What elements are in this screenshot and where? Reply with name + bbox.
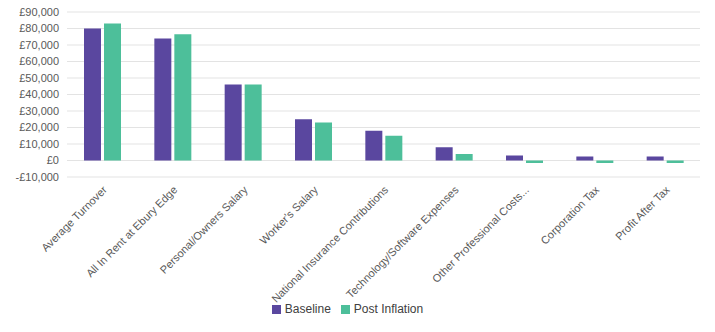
svg-text:Corporation Tax: Corporation Tax [538, 183, 602, 247]
svg-text:£10,000: £10,000 [19, 138, 59, 150]
svg-text:Technology/Software Expenses: Technology/Software Expenses [344, 183, 461, 300]
svg-text:All In Rent at Ebury Edge: All In Rent at Ebury Edge [83, 183, 180, 280]
svg-text:£50,000: £50,000 [19, 72, 59, 84]
svg-text:National Insurance Contributio: National Insurance Contributions [269, 183, 391, 305]
svg-text:-£10,000: -£10,000 [16, 171, 59, 183]
svg-text:£20,000: £20,000 [19, 121, 59, 133]
svg-text:£70,000: £70,000 [19, 39, 59, 51]
html-text:Post Inflation: Post Inflation [353, 302, 424, 316]
svg-text:£80,000: £80,000 [19, 22, 59, 34]
svg-text:£30,000: £30,000 [19, 105, 59, 117]
svg-text:£0: £0 [47, 154, 59, 166]
svg-text:Other Professional Costs...: Other Professional Costs... [430, 183, 531, 284]
svg-text:Profit After Tax: Profit After Tax [613, 183, 672, 242]
svg-text:Worker's Salary: Worker's Salary [257, 183, 320, 246]
html-text:Baseline: Baseline [284, 302, 331, 316]
svg-text:£40,000: £40,000 [19, 88, 59, 100]
svg-text:£90,000: £90,000 [19, 6, 59, 18]
svg-text:Personal/Owners Salary: Personal/Owners Salary [157, 183, 250, 276]
svg-text:Average Turnover: Average Turnover [39, 183, 109, 253]
svg-text:£60,000: £60,000 [19, 55, 59, 67]
